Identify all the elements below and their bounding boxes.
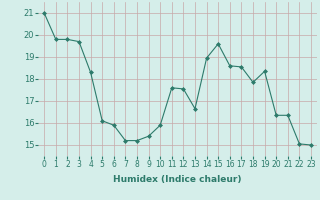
X-axis label: Humidex (Indice chaleur): Humidex (Indice chaleur) — [113, 175, 242, 184]
